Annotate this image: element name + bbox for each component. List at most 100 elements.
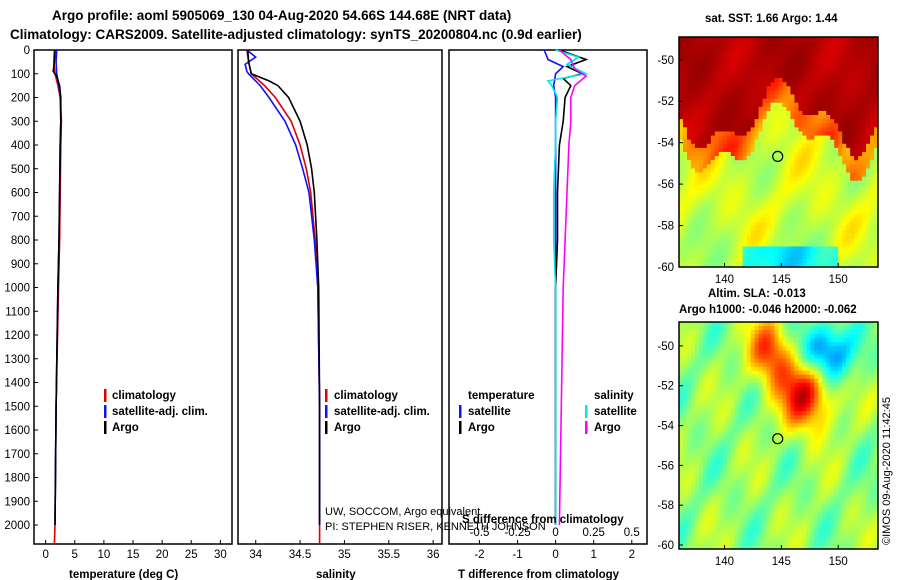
map-cell <box>794 382 799 388</box>
map-cell <box>694 431 700 436</box>
map-cell <box>758 350 763 355</box>
map-cell <box>850 69 855 75</box>
map-cell <box>734 443 740 449</box>
map-cell <box>690 370 696 376</box>
map-cell <box>818 403 823 408</box>
map-cell <box>754 455 759 461</box>
map-cell <box>778 382 783 388</box>
map-cell <box>870 358 875 363</box>
map-cell <box>766 386 771 392</box>
map-cell <box>762 238 767 243</box>
map-cell <box>862 197 867 202</box>
map-cell <box>750 427 756 432</box>
map-cell <box>814 49 819 54</box>
map-cell <box>690 53 696 58</box>
map-cell <box>838 476 843 481</box>
map-cell <box>742 350 748 355</box>
map-cell <box>679 374 684 380</box>
map-cell <box>818 57 823 63</box>
map-cell <box>742 86 748 91</box>
map-cell <box>850 209 855 215</box>
map-cell <box>698 471 704 477</box>
map-cell <box>874 160 879 165</box>
map-cell <box>854 471 859 477</box>
map-cell <box>862 455 867 461</box>
map-cell <box>714 234 720 239</box>
map-cell <box>690 254 696 260</box>
map-cell <box>798 467 803 473</box>
map-cell <box>682 476 688 481</box>
map-cell <box>842 69 847 75</box>
map-cell <box>834 350 839 355</box>
map-cell <box>770 415 775 420</box>
map-cell <box>858 246 863 251</box>
map-cell <box>810 217 815 223</box>
map-cell <box>810 370 815 376</box>
map-cell <box>782 358 787 363</box>
map-cell <box>838 471 843 477</box>
map-cell <box>770 225 775 231</box>
map-cell <box>750 57 756 63</box>
map-cell <box>718 467 724 473</box>
map-cell <box>870 188 875 194</box>
map-cell <box>738 330 744 335</box>
map-cell <box>754 41 759 46</box>
map-cell <box>774 374 779 380</box>
map-cell <box>698 258 704 264</box>
map-cell <box>858 176 863 182</box>
map-cell <box>874 119 879 124</box>
map-cell <box>870 354 875 359</box>
map-cell <box>802 358 807 363</box>
map-cell <box>866 188 871 194</box>
map-cell <box>686 370 692 376</box>
map-cell <box>810 205 815 210</box>
map-cell <box>810 246 815 251</box>
map-cell <box>826 234 831 239</box>
map-cell <box>782 147 787 153</box>
map-cell <box>870 90 875 95</box>
map-cell <box>714 411 720 416</box>
map-cell <box>850 156 855 161</box>
map-cell <box>682 338 688 343</box>
map-cell <box>834 431 839 436</box>
map-cell <box>798 209 803 215</box>
map-cell <box>810 98 815 104</box>
map-cell <box>718 201 724 206</box>
map-cell <box>834 439 839 444</box>
map-cell <box>714 431 720 436</box>
map-cell <box>754 451 759 457</box>
map-cell <box>766 399 771 404</box>
map-cell <box>718 57 724 63</box>
map-cell <box>774 143 779 149</box>
map-cell <box>834 238 839 243</box>
map-cell <box>718 250 724 256</box>
map-cell <box>858 193 863 198</box>
map-cell <box>738 160 744 165</box>
map-cell <box>690 427 696 432</box>
map-cell <box>706 455 712 461</box>
map-cell <box>862 94 867 100</box>
map-cell <box>870 156 875 161</box>
map-cell <box>726 334 732 339</box>
map-cell <box>686 439 692 444</box>
map-cell <box>870 390 875 396</box>
map-cell <box>706 106 712 112</box>
map-cell <box>858 73 863 79</box>
map-cell <box>758 160 763 165</box>
map-cell <box>710 78 716 83</box>
map-cell <box>818 346 823 351</box>
map-cell <box>754 147 759 153</box>
map-cell <box>870 342 875 347</box>
map-cell <box>742 110 748 116</box>
map-cell <box>858 172 863 178</box>
map-cell <box>810 221 815 227</box>
map-cell <box>774 110 779 116</box>
map-cell <box>686 382 692 388</box>
map-cell <box>762 234 767 239</box>
map-cell <box>766 394 771 400</box>
map-cell <box>770 370 775 376</box>
map-cell <box>698 423 704 428</box>
map-cell <box>698 378 704 384</box>
map-cell <box>866 366 871 372</box>
map-cell <box>810 41 815 46</box>
